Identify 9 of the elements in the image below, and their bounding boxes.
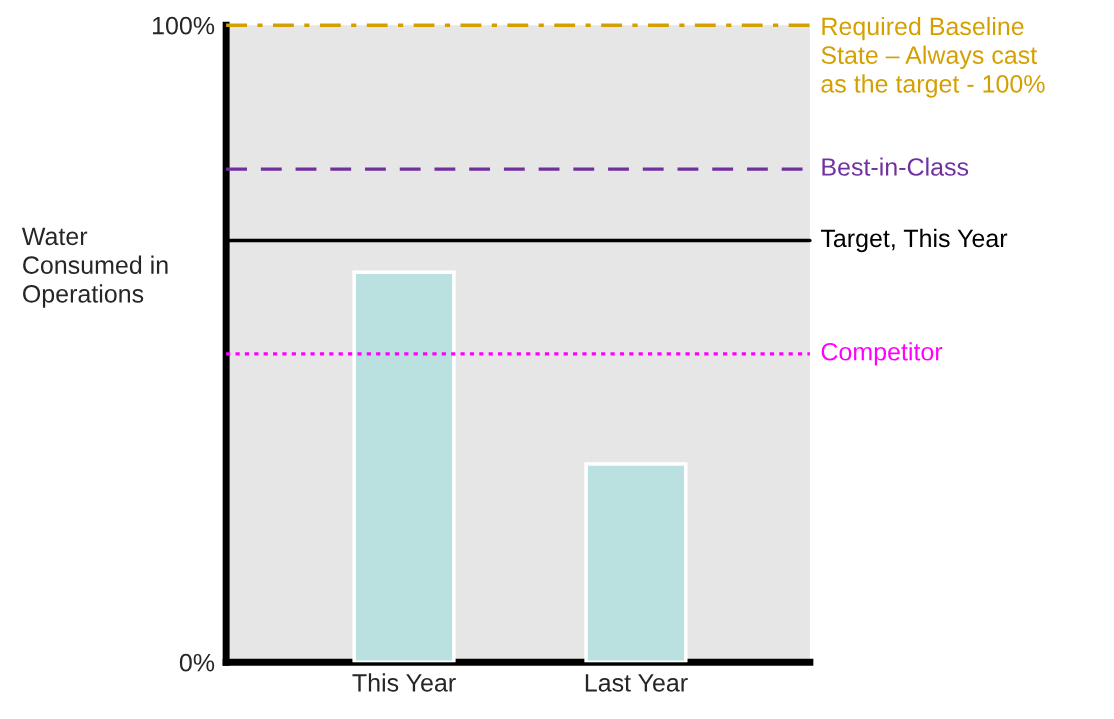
ref-line-label: Required Baseline State – Always cast as the target - 100% bbox=[821, 16, 1045, 98]
x-tick-label: Last Year bbox=[585, 674, 688, 692]
ref-line-label: Competitor bbox=[821, 342, 943, 366]
ref-line-label: Best-in-Class bbox=[822, 157, 969, 176]
ref-line-label: Target, This Year bbox=[820, 228, 1008, 253]
y-axis-title: Water Consumed in Operations bbox=[21, 227, 168, 308]
y-tick-label: 100% bbox=[153, 16, 215, 35]
y-tick-label: 0% bbox=[179, 653, 215, 672]
x-tick-label: This Year bbox=[352, 673, 456, 692]
